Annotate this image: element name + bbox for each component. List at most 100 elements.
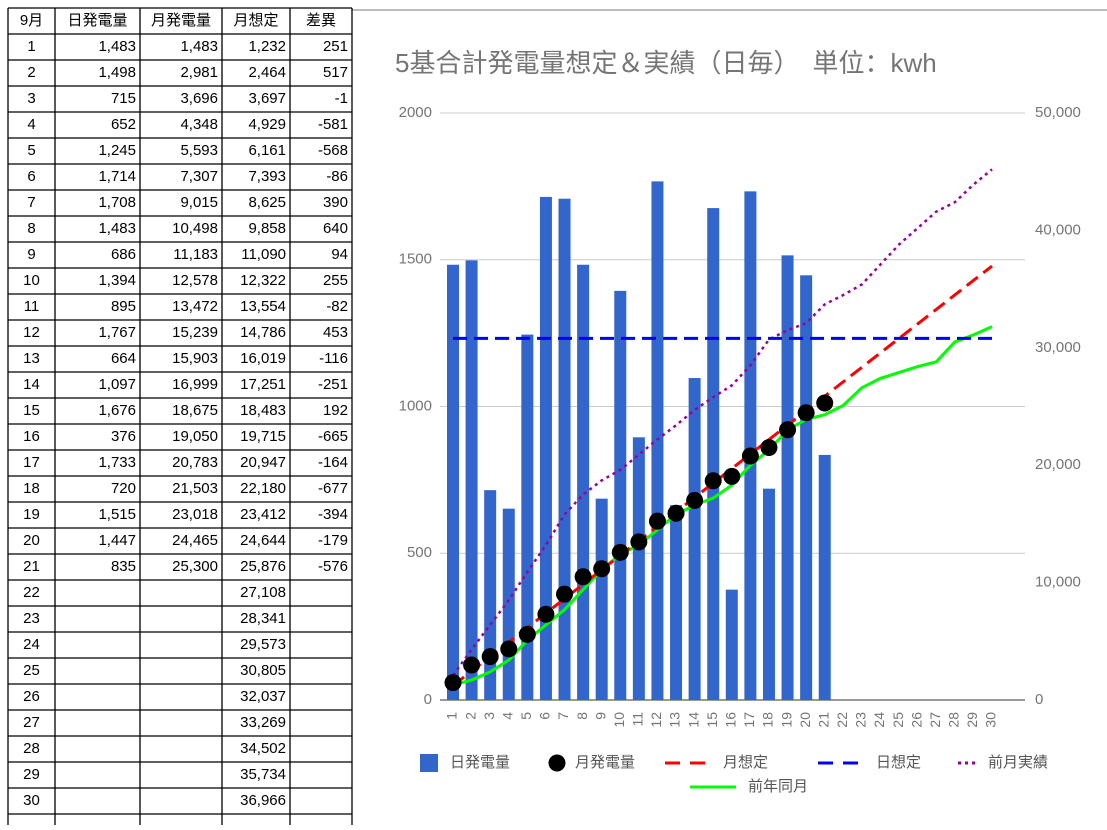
cell: 15,903 [172, 350, 218, 367]
cell: 34,502 [240, 740, 286, 757]
point [630, 533, 648, 551]
x-tick-label: 9 [592, 712, 608, 720]
x-tick-label: 8 [574, 712, 590, 720]
cell: 27 [23, 714, 40, 731]
bar [539, 196, 552, 701]
cell: 12,578 [172, 272, 218, 289]
y2-tick-label: 30,000 [1035, 339, 1081, 356]
y2-tick-label: 10,000 [1035, 574, 1081, 591]
cell: 21,503 [172, 480, 218, 497]
x-tick-label: 17 [741, 712, 757, 728]
cell: 33,269 [240, 714, 286, 731]
x-tick-label: 27 [927, 712, 943, 728]
cell: 4 [27, 116, 35, 133]
bar [670, 505, 683, 700]
cell: 12 [23, 324, 40, 341]
bar [447, 264, 459, 700]
bar [725, 589, 738, 700]
cell: 1 [27, 38, 35, 55]
x-tick-label: 4 [499, 712, 515, 720]
y2-tick-label: 0 [1035, 691, 1043, 708]
cell: 23,412 [240, 506, 286, 523]
x-tick-label: 30 [983, 712, 999, 728]
chart-title: 5基合計発電量想定＆実績（日毎） 単位：kwh [395, 48, 937, 78]
legend-label: 前月実績 [988, 754, 1048, 771]
point [648, 512, 666, 530]
cell: 720 [111, 480, 136, 497]
cell: 251 [323, 38, 348, 55]
cell: 29 [23, 766, 40, 783]
cell: 16,999 [172, 376, 218, 393]
cell: 18,483 [240, 402, 286, 419]
point [704, 472, 722, 490]
point [667, 504, 685, 522]
cell: 1,676 [98, 402, 136, 419]
point [444, 674, 462, 692]
cell: 26 [23, 688, 40, 705]
line [452, 325, 993, 687]
bar [484, 490, 497, 700]
bar [707, 208, 720, 700]
cell: 36,966 [240, 792, 286, 809]
cell: 28 [23, 740, 40, 757]
cell: 1,714 [98, 168, 136, 185]
cell: 16,019 [240, 350, 286, 367]
cell: -677 [318, 480, 348, 497]
cell: 11,090 [241, 246, 286, 263]
cell: 15,239 [172, 324, 218, 341]
point [537, 605, 555, 623]
cell: 15 [23, 402, 40, 419]
cell: 14,786 [240, 324, 286, 341]
header-cell: 差異 [306, 12, 336, 29]
cell: 19 [23, 506, 40, 523]
bar [502, 508, 515, 700]
cell: 13,554 [240, 298, 286, 315]
cell: 8 [27, 220, 35, 237]
cell: -164 [318, 454, 348, 471]
legend-swatch [420, 754, 438, 772]
point [779, 421, 797, 439]
cell: -394 [318, 506, 348, 523]
cell: 1,447 [98, 532, 136, 549]
header-cell: 日発電量 [67, 12, 127, 29]
cell: 1,245 [98, 142, 136, 159]
cell: 20 [23, 532, 40, 549]
cell: 7,393 [248, 168, 286, 185]
cell: 2,981 [180, 64, 218, 81]
cell: 2,464 [248, 64, 286, 81]
cell: 29,573 [240, 636, 286, 653]
bar [781, 255, 794, 700]
x-tick-label: 15 [704, 712, 720, 728]
y2-tick-label: 50,000 [1035, 104, 1081, 121]
legend-swatch [548, 754, 566, 772]
point [611, 543, 629, 561]
cell: 3,696 [180, 90, 218, 107]
cell: 835 [111, 558, 136, 575]
x-tick-label: 13 [667, 712, 683, 728]
cell: 23,018 [172, 506, 218, 523]
cell: 686 [111, 246, 136, 263]
bar [762, 488, 775, 700]
cell: 25,876 [240, 558, 286, 575]
cell: 16 [23, 428, 40, 445]
cell: 9,858 [248, 220, 286, 237]
x-tick-label: 16 [722, 712, 738, 728]
bar [595, 498, 608, 700]
y-tick-label: 2000 [399, 104, 432, 121]
point [574, 568, 592, 586]
cell: 6 [27, 168, 35, 185]
line [452, 264, 993, 687]
cell: 18 [23, 480, 40, 497]
cell: -576 [318, 558, 348, 575]
legend-label: 日発電量 [450, 754, 510, 771]
cell: 664 [111, 350, 136, 367]
y2-tick-label: 20,000 [1035, 456, 1081, 473]
cell: 25,300 [172, 558, 218, 575]
x-tick-label: 24 [871, 712, 887, 728]
bar [818, 454, 831, 700]
x-tick-label: 12 [648, 712, 664, 728]
cell: 21 [23, 558, 40, 575]
cell: 1,097 [98, 376, 136, 393]
